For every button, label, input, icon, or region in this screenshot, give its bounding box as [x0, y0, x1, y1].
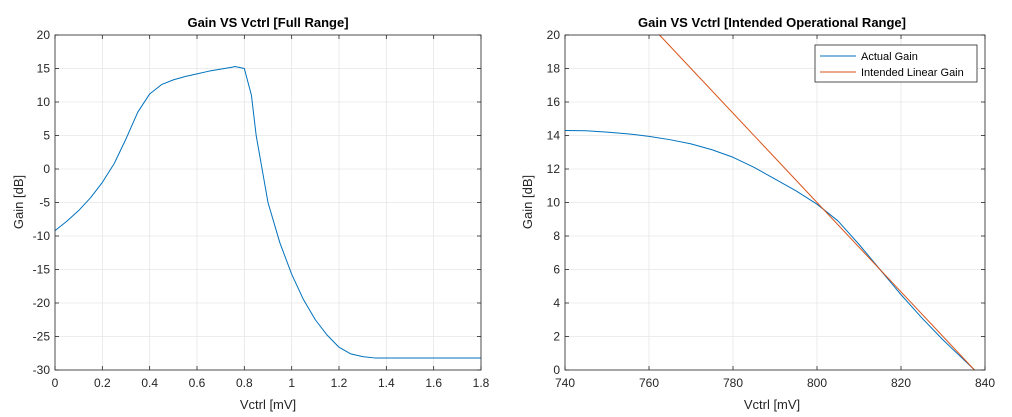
x-tick-label: 1.4 [378, 376, 395, 390]
series-group [564, 34, 975, 371]
x-axis-label: Vctrl [mV] [744, 397, 800, 412]
y-tick-label: 14 [547, 129, 561, 143]
y-tick-label: -10 [33, 229, 51, 243]
legend-box [814, 44, 978, 83]
x-tick-label: 1.2 [331, 376, 348, 390]
x-tick-label: 800 [807, 376, 827, 390]
x-tick-label: 0 [52, 376, 59, 390]
y-tick-label: 5 [43, 129, 50, 143]
y-tick-label: -30 [33, 363, 51, 377]
series-line-intended-linear-gain [659, 34, 975, 371]
y-tick-label: -20 [33, 296, 51, 310]
x-tick-label: 820 [891, 376, 911, 390]
y-tick-label: -5 [39, 196, 50, 210]
y-tick-label: 15 [37, 62, 51, 76]
x-tick-label: 0.4 [141, 376, 158, 390]
y-tick-label: 0 [553, 363, 560, 377]
x-tick-label: 0.6 [189, 376, 206, 390]
series-group [54, 65, 481, 359]
tick-group: 740 760 780 800 820 840 0 2 4 6 8 10 12 14 16 18 20 [547, 28, 996, 390]
legend-entry-actual-gain: Actual Gain [861, 51, 918, 63]
x-tick-label: 1.6 [425, 376, 442, 390]
y-tick-label: -25 [33, 330, 51, 344]
y-tick-label: 4 [553, 296, 560, 310]
x-axis-label: Vctrl [mV] [240, 397, 296, 412]
y-axis-label: Gain [dB] [11, 175, 26, 229]
y-tick-label: -15 [33, 263, 51, 277]
series-line-actual-gain [564, 129, 975, 371]
y-tick-label: 8 [553, 229, 560, 243]
x-tick-label: 780 [723, 376, 743, 390]
y-tick-label: 16 [547, 95, 561, 109]
y-tick-label: 18 [547, 62, 561, 76]
tick-group: 0 0.2 0.4 0.6 0.8 1 1.2 1.4 1.6 1.8 -30 -25 -20 -15 -1… [33, 28, 490, 390]
y-tick-label: 10 [37, 95, 51, 109]
x-tick-label: 1 [288, 376, 295, 390]
y-tick-label: 20 [37, 28, 51, 42]
y-tick-label: 20 [547, 28, 561, 42]
y-tick-label: 10 [547, 196, 561, 210]
x-tick-label: 0.8 [236, 376, 253, 390]
chart-title: Gain VS Vctrl [Full Range] [187, 15, 348, 30]
y-axis-label: Gain [dB] [520, 175, 535, 229]
x-tick-label: 760 [639, 376, 659, 390]
y-tick-label: 6 [553, 263, 560, 277]
chart-full-range: 0 0.2 0.4 0.6 0.8 1 1.2 1.4 1.6 1.8 -30 -25 -20 -15 -1… [11, 15, 490, 412]
legend: Actual Gain Intended Linear Gain [814, 44, 978, 83]
x-tick-label: 0.2 [94, 376, 111, 390]
chart-operational-range: 740 760 780 800 820 840 0 2 4 6 8 10 12 14 16 18 20 Gain… [520, 15, 995, 412]
x-tick-label: 840 [975, 376, 995, 390]
series-line-gain [54, 65, 481, 359]
x-tick-label: 740 [555, 376, 575, 390]
x-tick-label: 1.8 [473, 376, 490, 390]
y-tick-label: 0 [43, 162, 50, 176]
y-tick-label: 12 [547, 162, 561, 176]
y-tick-label: 2 [553, 330, 560, 344]
chart-title: Gain VS Vctrl [Intended Operational Rang… [638, 15, 906, 30]
legend-entry-intended-linear-gain: Intended Linear Gain [861, 67, 964, 79]
